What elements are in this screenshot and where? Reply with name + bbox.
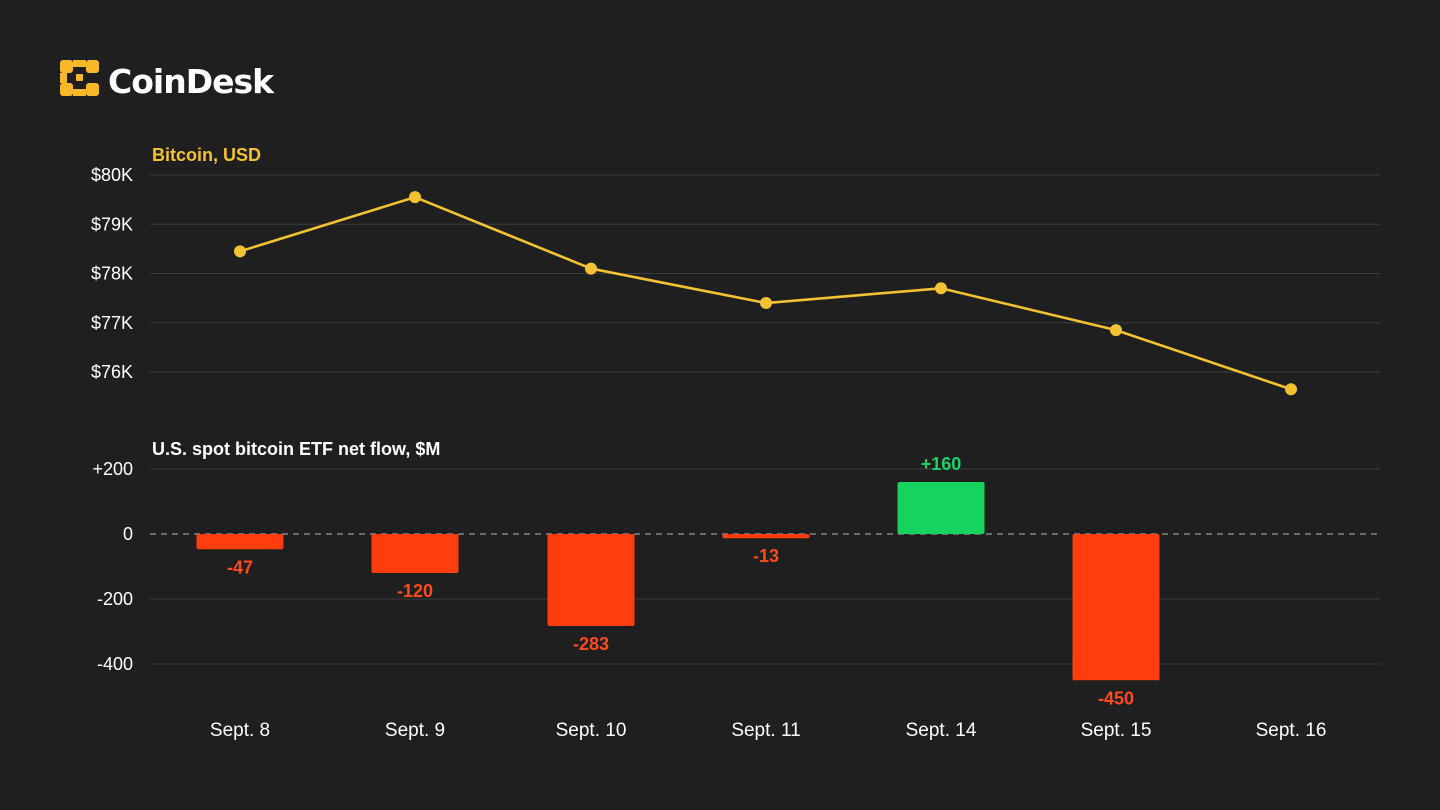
brand-name: CoinDesk: [108, 62, 275, 101]
price-point: [1110, 324, 1122, 337]
x-axis-date-label: Sept. 10: [556, 720, 627, 741]
flow-grid: [150, 468, 1380, 665]
flow-bar-value-label: -47: [227, 557, 253, 577]
flow-bar-negative: [196, 534, 284, 550]
x-axis: Sept. 8 Sept. 9 Sept. 10 Sept. 11 Sept. 14 Se…: [210, 720, 1327, 741]
etf-flow-chart: U.S. spot bitcoin ETF net flow, $M +200 0…: [92, 439, 1380, 708]
flow-y-tick-label: 0: [123, 524, 133, 544]
x-axis-date-label: Sept. 8: [210, 720, 270, 741]
flow-bar-negative: [371, 534, 459, 573]
flow-y-tick-label: -200: [97, 589, 133, 609]
x-axis-date-label: Sept. 15: [1081, 720, 1152, 741]
price-y-tick-label: $80K: [91, 165, 133, 185]
price-y-tick-label: $76K: [91, 362, 133, 382]
price-y-tick-label: $77K: [91, 313, 133, 333]
x-axis-date-label: Sept. 16: [1256, 720, 1327, 741]
flow-y-tick-label: +200: [92, 459, 133, 479]
flow-bar-value-label: -13: [753, 546, 779, 566]
flow-bars: [196, 482, 1160, 681]
flow-y-tick-label: -400: [97, 654, 133, 674]
bitcoin-price-chart: Bitcoin, USD $80K $79K $78K $77K $76K: [91, 145, 1380, 396]
x-axis-date-label: Sept. 14: [906, 720, 977, 741]
price-point: [234, 245, 246, 258]
flow-chart-title: U.S. spot bitcoin ETF net flow, $M: [152, 439, 440, 459]
price-y-tick-label: $79K: [91, 214, 133, 234]
coindesk-logo-icon: [60, 60, 99, 96]
price-y-tick-label: $78K: [91, 264, 133, 284]
flow-bar-negative: [722, 534, 810, 539]
flow-bar-labels: -47 -120 -283 -13 +160 -450: [227, 454, 1134, 708]
flow-bar-value-label: -120: [397, 581, 433, 601]
price-point: [935, 282, 947, 295]
flow-bar-value-label: +160: [921, 454, 962, 474]
price-y-axis: $80K $79K $78K $77K $76K: [91, 165, 133, 382]
price-point: [409, 191, 421, 204]
price-chart-title: Bitcoin, USD: [152, 145, 261, 165]
price-point: [760, 297, 772, 310]
x-axis-date-label: Sept. 11: [731, 720, 800, 741]
price-line-series: [234, 191, 1297, 396]
flow-y-axis: +200 0 -200 -400: [92, 459, 133, 674]
price-grid: [150, 174, 1380, 373]
price-point: [585, 262, 597, 275]
flow-bar-negative: [547, 534, 635, 626]
flow-bar-negative: [1072, 534, 1160, 681]
x-axis-date-label: Sept. 9: [385, 720, 445, 741]
price-point: [1285, 383, 1297, 396]
flow-bar-positive: [897, 482, 985, 534]
flow-bar-value-label: -450: [1098, 688, 1134, 708]
coindesk-logo: CoinDesk: [60, 60, 276, 101]
flow-bar-value-label: -283: [573, 634, 609, 654]
